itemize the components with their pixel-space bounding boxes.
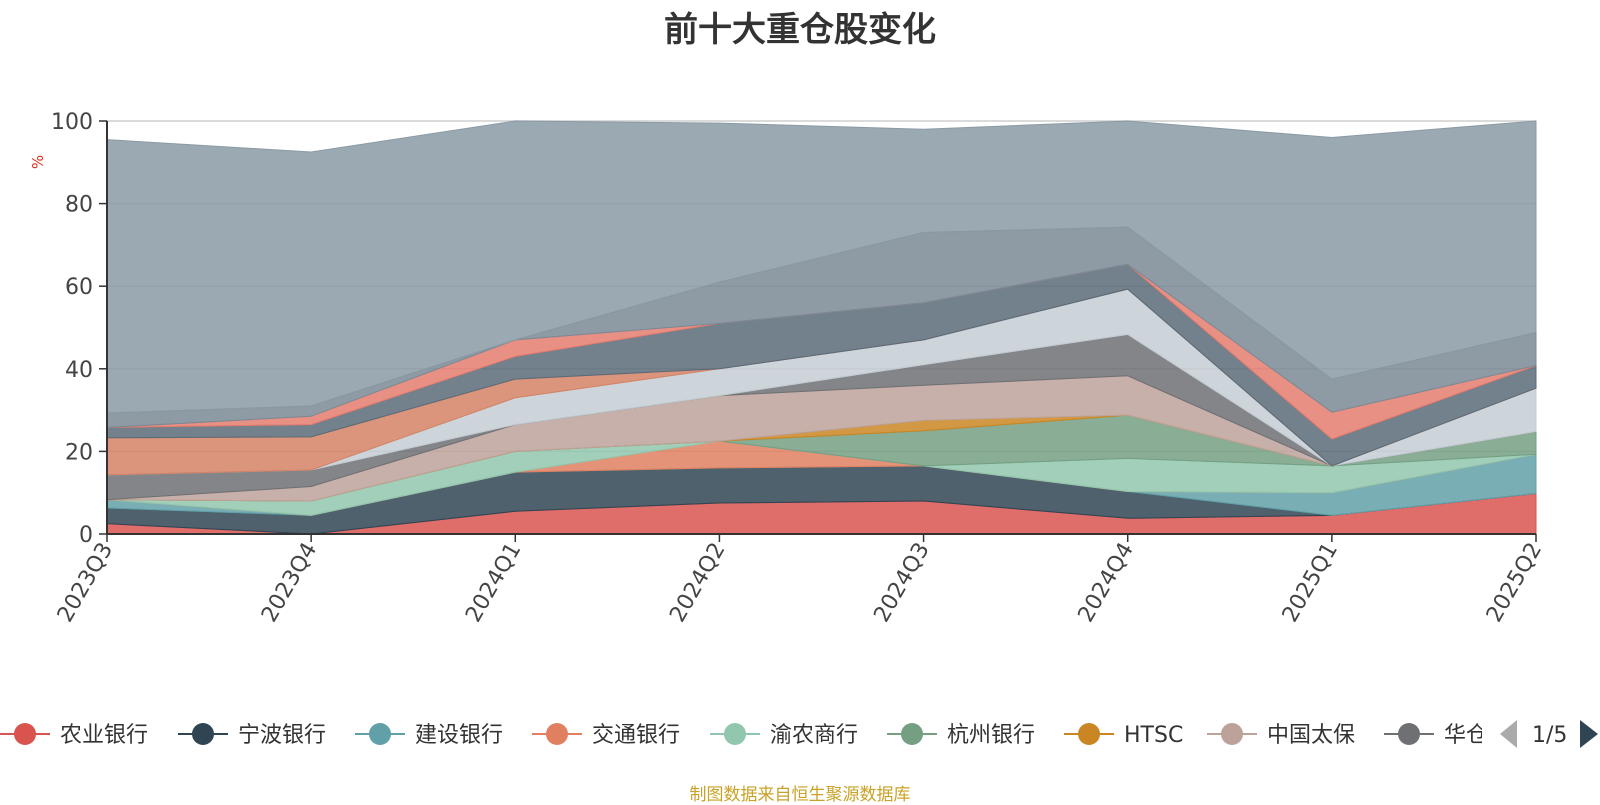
legend-label: 中国太保 — [1267, 723, 1355, 748]
legend-marker — [901, 723, 923, 745]
legend-label: 农业银行 — [60, 723, 148, 748]
y-tick-label: 80 — [65, 193, 93, 218]
y-tick-label: 20 — [65, 440, 93, 465]
legend-marker — [1398, 723, 1420, 745]
x-tick-label: 2023Q3 — [53, 539, 118, 627]
legend-item[interactable]: 杭州银行 — [887, 723, 1035, 748]
legend-marker — [14, 723, 36, 745]
legend-label: 华仓 — [1444, 723, 1488, 748]
legend-label: 渝农商行 — [770, 723, 858, 748]
legend-marker — [192, 723, 214, 745]
legend-next-icon[interactable] — [1580, 720, 1598, 748]
x-tick-label: 2023Q4 — [257, 539, 322, 627]
legend-item[interactable]: 渝农商行 — [710, 723, 858, 748]
y-tick-label: 60 — [65, 275, 93, 300]
x-tick-label: 2025Q2 — [1482, 539, 1547, 627]
legend: 农业银行 宁波银行 建设银行 交通银行 渝农商行 杭州银行 HTSC 中国太保 华仓 1/5 — [0, 712, 1600, 758]
chart-title: 前十大重仓股变化 — [664, 10, 936, 50]
legend-label: 交通银行 — [592, 723, 680, 748]
legend-item[interactable]: 建设银行 — [355, 723, 503, 748]
y-tick-label: 40 — [65, 358, 93, 383]
y-tick-label: 0 — [79, 523, 93, 548]
x-tick-label: 2024Q2 — [665, 539, 730, 627]
legend-marker — [1078, 723, 1100, 745]
x-tick-label: 2024Q4 — [1074, 539, 1139, 627]
legend-prev-icon[interactable] — [1500, 720, 1517, 748]
legend-item[interactable]: HTSC — [1064, 723, 1183, 748]
legend-item[interactable]: 农业银行 — [0, 723, 148, 748]
legend-marker — [369, 723, 391, 745]
legend-page-indicator: 1/5 — [1532, 723, 1567, 748]
legend-marker — [724, 723, 746, 745]
legend-label: 杭州银行 — [947, 723, 1035, 748]
x-tick-label: 2025Q1 — [1278, 539, 1343, 627]
stacked-areas — [106, 120, 1537, 535]
source-footer: 制图数据来自恒生聚源数据库 — [689, 785, 911, 805]
area-series-15 — [106, 120, 1537, 414]
y-axis-unit: % — [29, 155, 47, 169]
legend-item[interactable]: 中国太保 — [1207, 723, 1355, 748]
legend-label: 建设银行 — [415, 723, 503, 748]
legend-label: 宁波银行 — [238, 723, 326, 748]
legend-marker — [546, 723, 568, 745]
legend-item[interactable]: 宁波银行 — [178, 723, 326, 748]
legend-item[interactable]: 交通银行 — [532, 723, 680, 748]
y-tick-label: 100 — [51, 110, 93, 135]
legend-item[interactable]: 华仓 — [1384, 723, 1488, 748]
legend-label: HTSC — [1124, 723, 1183, 748]
legend-marker — [1221, 723, 1243, 745]
x-tick-label: 2024Q3 — [869, 539, 934, 627]
x-tick-label: 2024Q1 — [461, 539, 526, 627]
